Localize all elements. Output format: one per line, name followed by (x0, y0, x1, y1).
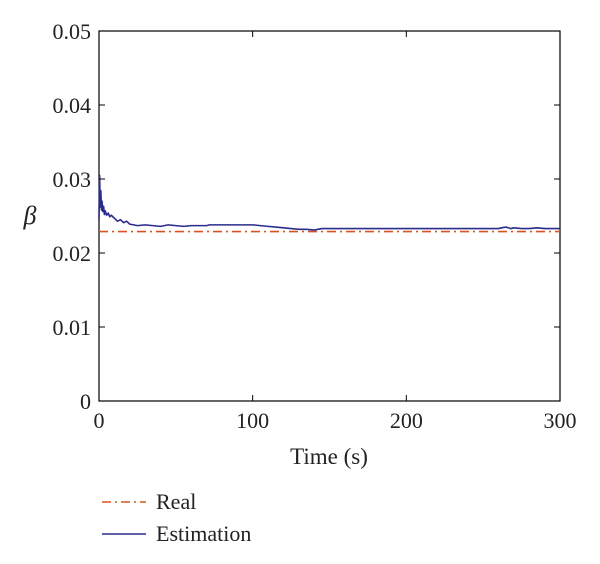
plot-area (98, 30, 561, 402)
x-tick-label: 200 (390, 408, 423, 433)
x-axis-label: Time (s) (290, 444, 368, 469)
series-layer (98, 174, 560, 233)
y-tick-label: 0 (80, 389, 91, 414)
x-tick-label: 300 (544, 408, 577, 433)
tick-labels-layer: 0 100 200 300 0 0.01 0.02 0.03 0.04 0.05 (53, 19, 577, 433)
legend: Real Estimation (102, 489, 251, 546)
plot-frame (98, 30, 561, 402)
series-line-estimation (98, 174, 560, 231)
legend-label-real: Real (156, 489, 196, 514)
y-tick-label: 0.01 (53, 315, 92, 340)
y-axis-label: β (23, 201, 37, 230)
y-tick-label: 0.02 (53, 241, 92, 266)
legend-label-estimation: Estimation (156, 521, 251, 546)
y-tick-label: 0.05 (53, 19, 92, 44)
x-tick-label: 100 (236, 408, 269, 433)
ticks-layer (98, 30, 561, 402)
x-tick-label: 0 (94, 408, 105, 433)
y-tick-label: 0.04 (53, 93, 92, 118)
y-tick-label: 0.03 (53, 167, 92, 192)
